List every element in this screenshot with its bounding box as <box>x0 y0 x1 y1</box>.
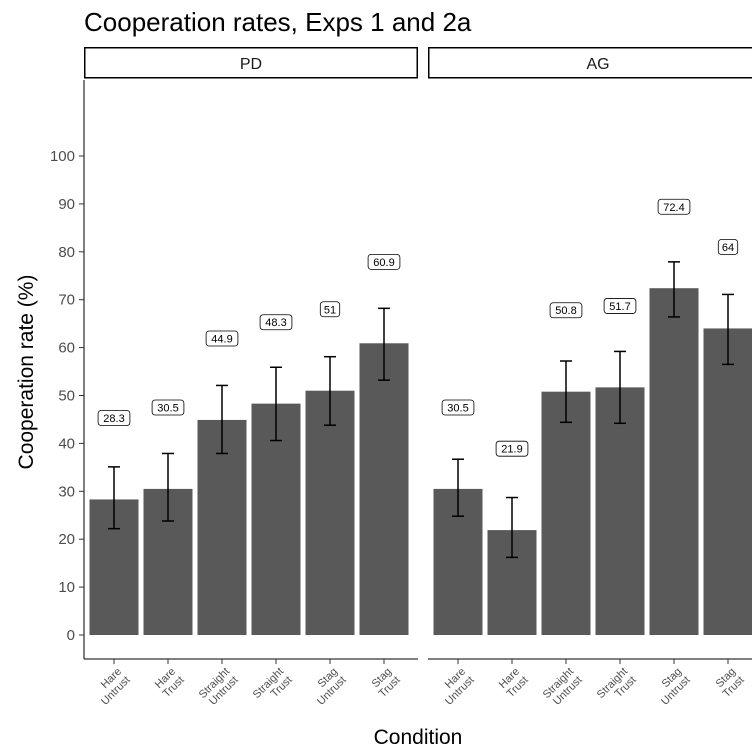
y-tick-label: 60 <box>58 340 75 357</box>
y-tick-label: 100 <box>50 148 75 165</box>
data-label: 51.7 <box>609 301 630 313</box>
x-tick-label: StraightTrust <box>595 666 639 710</box>
y-tick-label: 50 <box>58 388 75 405</box>
x-tick-label: HareTrust <box>152 666 186 700</box>
data-label: 21.9 <box>501 444 522 456</box>
data-label-box <box>549 302 583 319</box>
y-tick-label: 40 <box>58 435 75 452</box>
x-tick-label: StraightUntrust <box>197 666 241 710</box>
bar <box>197 419 247 635</box>
data-label: 50.8 <box>555 305 576 317</box>
y-tick-label: 20 <box>58 531 75 548</box>
data-label-box <box>495 440 529 457</box>
x-tick-label: StraightTrust <box>251 666 295 710</box>
data-label: 60.9 <box>373 257 394 269</box>
x-tick-label: StraightUntrust <box>541 666 585 710</box>
data-label-box <box>97 410 131 426</box>
data-label-box <box>205 330 239 347</box>
bar <box>595 387 645 635</box>
strip-label: PD <box>240 56 262 73</box>
strip-pd <box>84 47 418 79</box>
data-label-box <box>367 253 401 270</box>
panel-ag: AG 30.5 HareUntrust 21.9 HareTrust 50.8 Straig… <box>428 47 752 710</box>
bar <box>649 288 699 635</box>
data-label-box <box>603 298 637 314</box>
data-label-box <box>441 399 475 416</box>
data-label: 28.3 <box>103 413 124 425</box>
data-label: 30.5 <box>447 402 468 414</box>
x-tick-label: StagTrust <box>712 666 746 700</box>
x-tick-label: HareTrust <box>496 666 530 700</box>
strip-label: AG <box>586 56 609 73</box>
bar <box>251 403 301 635</box>
panels: PD 28.3 HareUntrust 30.5 HareTrust 44.9 Straig… <box>84 47 752 710</box>
y-tick-label: 30 <box>58 483 75 500</box>
y-tick-label: 0 <box>67 627 75 644</box>
y-axis-title: Cooperation rate (%) <box>15 275 38 470</box>
y-axis: 0 10 20 30 40 50 60 70 80 90 100 <box>50 80 85 659</box>
data-label: 48.3 <box>265 317 286 329</box>
x-tick-label: HareUntrust <box>435 666 477 708</box>
y-tick-label: 90 <box>58 196 75 213</box>
data-label: 30.5 <box>157 402 178 414</box>
data-label-box <box>319 301 341 318</box>
y-tick-label: 70 <box>58 292 75 309</box>
x-tick-label: StagTrust <box>368 666 402 700</box>
x-axis-title: Condition <box>374 726 463 749</box>
y-tick-label: 10 <box>58 579 75 596</box>
data-label: 51 <box>324 304 336 316</box>
bar <box>703 328 752 635</box>
panel-pd: PD 28.3 HareUntrust 30.5 HareTrust 44.9 Straig… <box>84 47 418 710</box>
bar <box>305 390 355 635</box>
data-label-box <box>657 198 691 215</box>
chart-title: Cooperation rates, Exps 1 and 2a <box>84 7 472 37</box>
data-label: 64 <box>722 242 734 254</box>
data-label-box <box>259 314 293 331</box>
x-tick-label: HareUntrust <box>91 666 133 708</box>
data-label-box <box>151 399 185 416</box>
x-tick-label: StagUntrust <box>307 666 349 708</box>
data-label: 44.9 <box>211 333 232 345</box>
strip-ag <box>428 47 752 79</box>
bar <box>359 343 409 635</box>
data-label: 72.4 <box>663 202 684 214</box>
x-tick-label: StagUntrust <box>651 666 693 708</box>
bar <box>541 391 591 635</box>
data-label-box <box>717 239 739 255</box>
y-tick-label: 80 <box>58 244 75 261</box>
